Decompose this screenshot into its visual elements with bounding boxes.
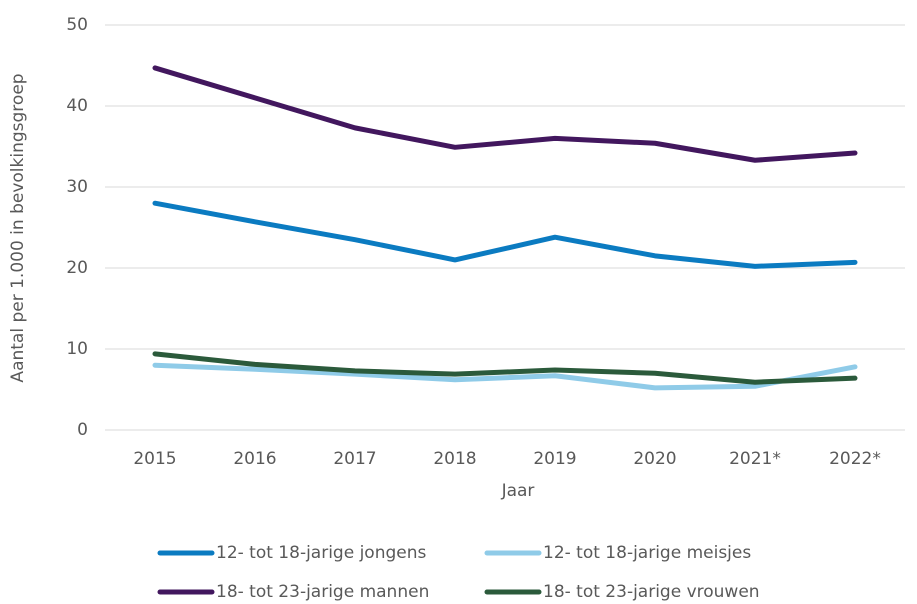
x-tick-label: 2020 — [633, 449, 676, 469]
y-axis-label: Aantal per 1.000 in bevolkingsgroep — [8, 73, 28, 382]
legend-label: 12- tot 18-jarige meisjes — [543, 543, 751, 563]
y-tick-label: 0 — [77, 420, 88, 440]
legend-label: 18- tot 23-jarige vrouwen — [543, 582, 760, 602]
y-tick-label: 20 — [66, 258, 88, 278]
series-line — [152, 65, 858, 163]
x-tick-label: 2018 — [433, 449, 476, 469]
x-tick-label: 2019 — [533, 449, 576, 469]
series-line — [152, 200, 858, 269]
y-tick-label: 40 — [66, 96, 88, 116]
y-tick-label: 30 — [66, 177, 88, 197]
y-tick-label: 50 — [66, 15, 88, 35]
legend-label: 12- tot 18-jarige jongens — [216, 543, 427, 563]
x-tick-label: 2021* — [729, 449, 781, 469]
x-axis-label: Jaar — [501, 481, 535, 501]
x-tick-label: 2015 — [133, 449, 176, 469]
series-line — [152, 351, 858, 385]
x-tick-label: 2016 — [233, 449, 276, 469]
x-tick-label: 2017 — [333, 449, 376, 469]
series-line — [152, 362, 858, 391]
x-tick-label: 2022* — [829, 449, 881, 469]
y-tick-label: 10 — [66, 339, 88, 359]
legend-label: 18- tot 23-jarige mannen — [216, 582, 429, 602]
